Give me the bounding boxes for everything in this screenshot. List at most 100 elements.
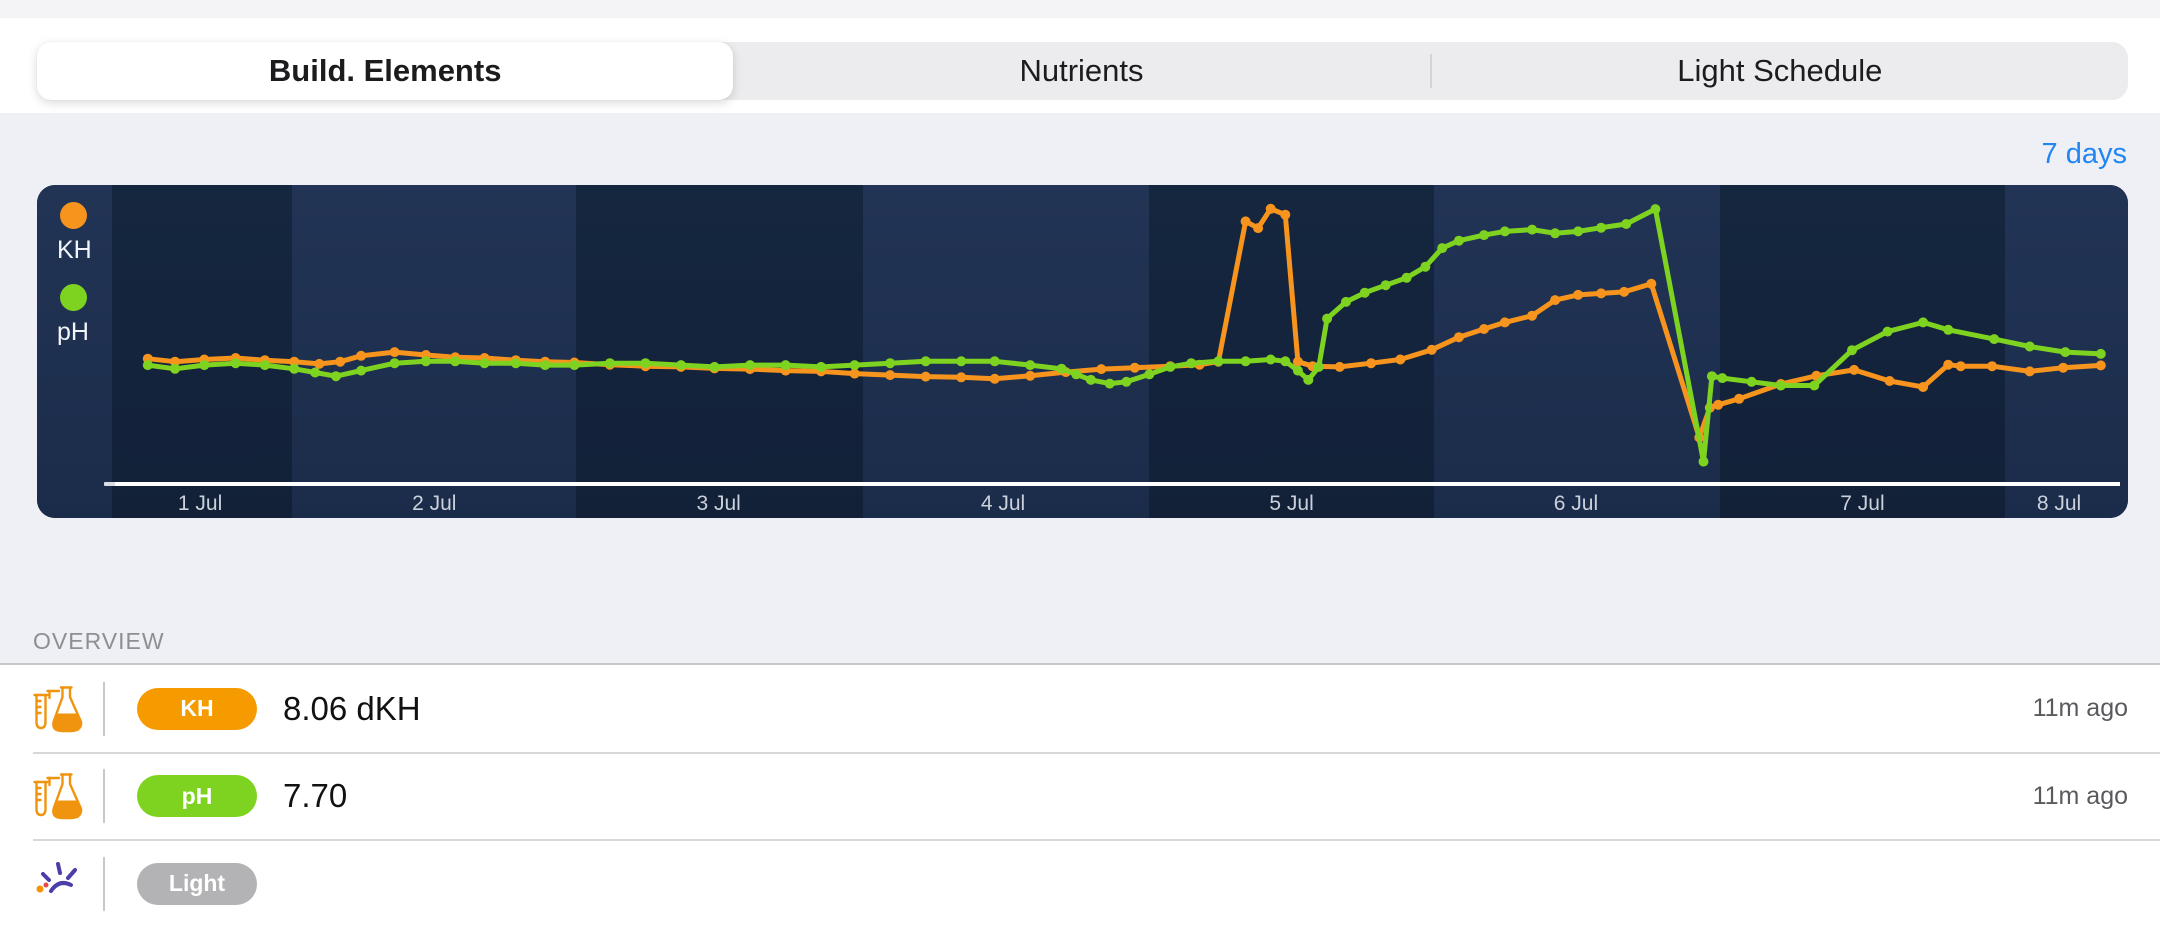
data-point-kh: [1955, 361, 1966, 372]
x-tick-label: 3 Jul: [696, 492, 740, 515]
overview-row-ph[interactable]: pH 7.70 11m ago: [0, 751, 2160, 841]
data-point-ph: [2024, 341, 2035, 352]
data-point-ph: [1650, 204, 1661, 215]
data-point-ph: [1437, 243, 1448, 254]
data-point-ph: [1596, 222, 1607, 233]
data-point-ph: [450, 356, 461, 367]
data-point-ph: [1847, 345, 1857, 356]
data-point-ph: [1746, 376, 1757, 387]
data-point-ph: [1882, 326, 1893, 337]
data-point-ph: [170, 363, 180, 374]
data-point-kh: [1334, 361, 1345, 372]
data-point-kh: [956, 372, 967, 383]
x-tick-label: 6 Jul: [1554, 492, 1598, 515]
day-band: [292, 185, 577, 518]
data-point-kh: [1426, 344, 1437, 355]
data-point-ph: [1453, 235, 1464, 246]
data-point-ph: [1775, 380, 1786, 391]
data-point-kh: [1573, 289, 1584, 300]
x-tick-label: 2 Jul: [412, 492, 456, 515]
parameters-chart[interactable]: 1 Jul 2 Jul 3 Jul 4 Jul 5 Jul 6 Jul 7 Jul 8 Jul…: [37, 185, 2128, 518]
data-point-kh: [170, 356, 180, 367]
data-point-kh: [849, 368, 860, 379]
data-point-kh: [1253, 223, 1264, 234]
data-point-ph: [289, 363, 300, 374]
data-point-ph: [1213, 356, 1224, 367]
data-point-ph: [956, 356, 967, 367]
data-point-kh: [1527, 310, 1538, 321]
legend-dot-kh: [60, 202, 87, 229]
parameter-value: 7.70: [283, 777, 348, 815]
data-point-ph: [2060, 347, 2071, 358]
x-axis-cap: [104, 482, 116, 486]
tab-build-elements[interactable]: Build. Elements: [37, 42, 734, 100]
data-point-kh: [885, 370, 896, 381]
overview-row-light[interactable]: Light: [0, 839, 2160, 928]
data-point-kh: [1280, 209, 1291, 220]
data-point-ph: [1359, 287, 1370, 298]
last-measured-time: 11m ago: [2032, 694, 2128, 723]
data-point-ph: [816, 361, 827, 372]
data-point-kh: [1025, 370, 1036, 381]
data-point-kh: [1884, 376, 1895, 386]
data-point-ph: [1550, 228, 1561, 239]
last-measured-time: 11m ago: [2032, 781, 2128, 810]
day-band: [112, 185, 293, 518]
overview-heading: OVERVIEW: [33, 628, 165, 654]
time-range-link[interactable]: 7 days: [2041, 138, 2127, 170]
data-point-kh: [1646, 278, 1657, 289]
data-point-ph: [420, 356, 431, 367]
data-point-ph: [1380, 280, 1391, 291]
data-point-ph: [745, 360, 755, 371]
data-point-ph: [1989, 334, 2000, 345]
data-point-ph: [676, 360, 686, 371]
data-point-ph: [849, 360, 860, 371]
data-point-ph: [1071, 369, 1082, 380]
data-point-ph: [1341, 296, 1351, 307]
data-point-ph: [1322, 313, 1333, 324]
day-band: [862, 185, 1150, 518]
data-point-ph: [389, 358, 400, 369]
overview-row-kh[interactable]: KH 8.06 dKH 11m ago: [0, 665, 2160, 753]
data-point-kh: [1453, 332, 1464, 343]
x-tick-label: 7 Jul: [1840, 492, 1884, 515]
data-point-ph: [780, 360, 791, 371]
data-point-kh: [1129, 362, 1140, 373]
tab-nutrients[interactable]: Nutrients: [1019, 53, 1144, 88]
data-point-kh: [1734, 393, 1745, 404]
data-point-kh: [335, 356, 346, 367]
flask-icon: [31, 683, 85, 735]
data-point-ph: [1313, 361, 1324, 372]
data-point-kh: [1987, 361, 1998, 372]
data-point-kh: [920, 371, 931, 382]
data-point-ph: [1573, 226, 1584, 237]
data-point-ph: [310, 367, 321, 378]
data-point-kh: [289, 356, 300, 367]
parameter-badge-ph: pH: [137, 775, 257, 818]
day-band: [1149, 185, 1434, 518]
data-point-ph: [540, 360, 551, 371]
data-point-ph: [1499, 226, 1510, 237]
data-point-kh: [1499, 317, 1510, 328]
status-bar-strip: [0, 0, 2160, 18]
data-point-ph: [199, 360, 210, 371]
data-point-kh: [1550, 295, 1561, 306]
data-point-kh: [1713, 399, 1724, 410]
data-point-ph: [356, 365, 367, 376]
data-point-ph: [479, 358, 490, 369]
legend-label-ph: pH: [57, 318, 89, 346]
data-point-ph: [885, 358, 896, 369]
data-point-ph: [1292, 365, 1303, 376]
data-point-ph: [1943, 324, 1954, 335]
data-point-ph: [1401, 272, 1412, 283]
data-point-ph: [1621, 219, 1632, 229]
tab-light-schedule[interactable]: Light Schedule: [1677, 53, 1883, 88]
data-point-ph: [1240, 356, 1251, 367]
data-point-kh: [1096, 364, 1107, 375]
data-point-ph: [1706, 371, 1717, 382]
legend-label-kh: KH: [57, 236, 92, 264]
segment-divider: [1429, 54, 1432, 88]
data-point-ph: [1165, 361, 1176, 372]
data-point-ph: [510, 358, 521, 369]
data-point-kh: [314, 358, 325, 369]
